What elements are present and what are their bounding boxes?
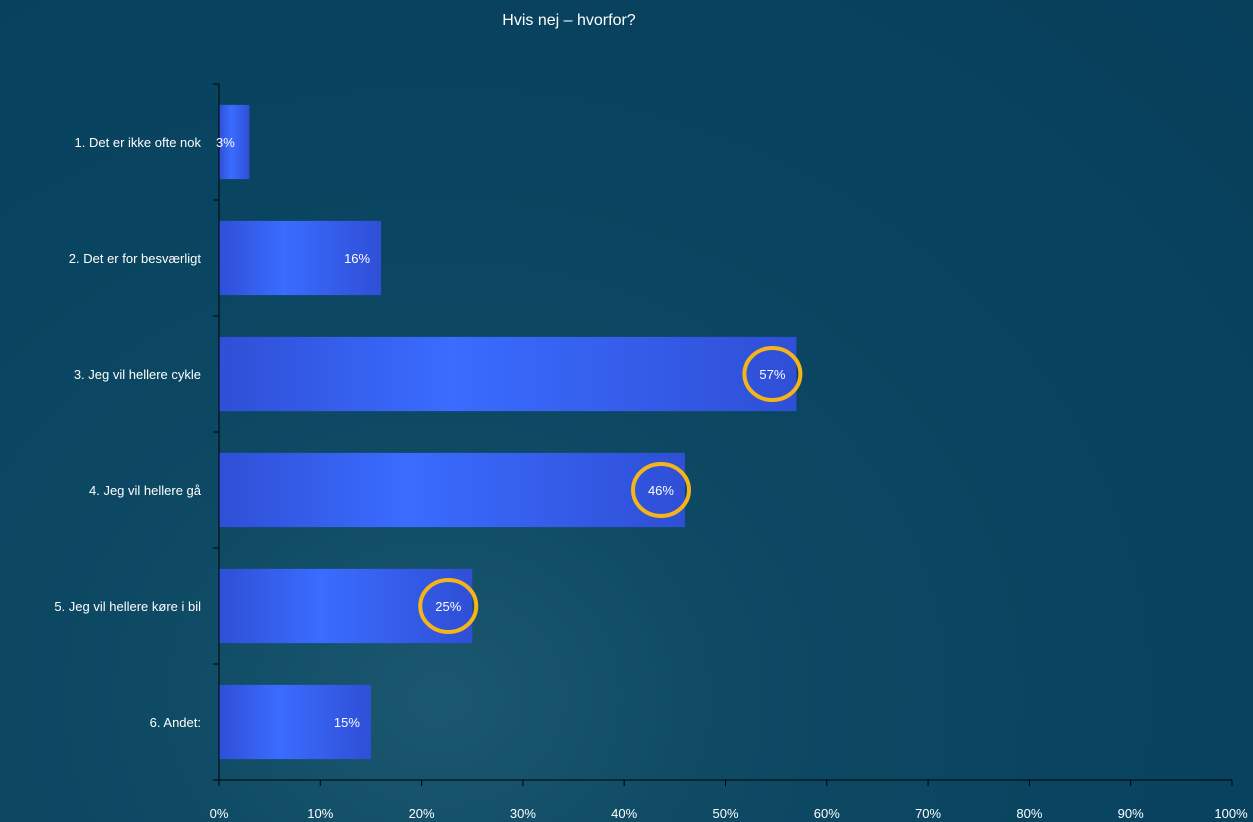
- category-label: 5. Jeg vil hellere køre i bil: [54, 599, 201, 614]
- category-label: 4. Jeg vil hellere gå: [89, 483, 202, 498]
- x-tick-label: 0%: [210, 806, 229, 821]
- data-label: 25%: [435, 599, 461, 614]
- x-tick-label: 30%: [510, 806, 536, 821]
- x-tick-label: 40%: [611, 806, 637, 821]
- x-tick-label: 20%: [409, 806, 435, 821]
- bar: [219, 104, 250, 180]
- x-tick-label: 60%: [814, 806, 840, 821]
- bar: [219, 684, 371, 760]
- axis-layer: 0% 10% 20% 30% 40% 50% 60% 70% 80% 90% 100%: [210, 83, 1248, 821]
- category-label: 6. Andet:: [150, 715, 201, 730]
- highlight-ring: [630, 462, 691, 518]
- x-tick-label: 70%: [915, 806, 941, 821]
- data-label: 16%: [344, 251, 370, 266]
- category-label: 2. Det er for besværligt: [69, 251, 202, 266]
- x-tick-label: 100%: [1214, 806, 1248, 821]
- x-tick-label: 80%: [1016, 806, 1042, 821]
- bars-layer: [219, 104, 797, 760]
- x-tick-label: 90%: [1118, 806, 1144, 821]
- data-label: 15%: [334, 715, 360, 730]
- bar: [219, 220, 382, 296]
- x-tick-label: 10%: [307, 806, 333, 821]
- chart-title: Hvis nej – hvorfor?: [502, 12, 635, 29]
- data-label: 57%: [759, 367, 785, 382]
- labels-layer: 1. Det er ikke ofte nok 3% 2. Det er for b…: [54, 135, 803, 730]
- data-label: 46%: [648, 483, 674, 498]
- x-tick-label: 50%: [712, 806, 738, 821]
- bar: [219, 336, 797, 412]
- bar: [219, 452, 685, 528]
- data-label: 3%: [216, 135, 235, 150]
- bar: [219, 568, 473, 644]
- highlight-ring: [418, 578, 479, 634]
- category-label: 1. Det er ikke ofte nok: [75, 135, 202, 150]
- category-label: 3. Jeg vil hellere cykle: [74, 367, 201, 382]
- highlight-ring: [742, 346, 803, 402]
